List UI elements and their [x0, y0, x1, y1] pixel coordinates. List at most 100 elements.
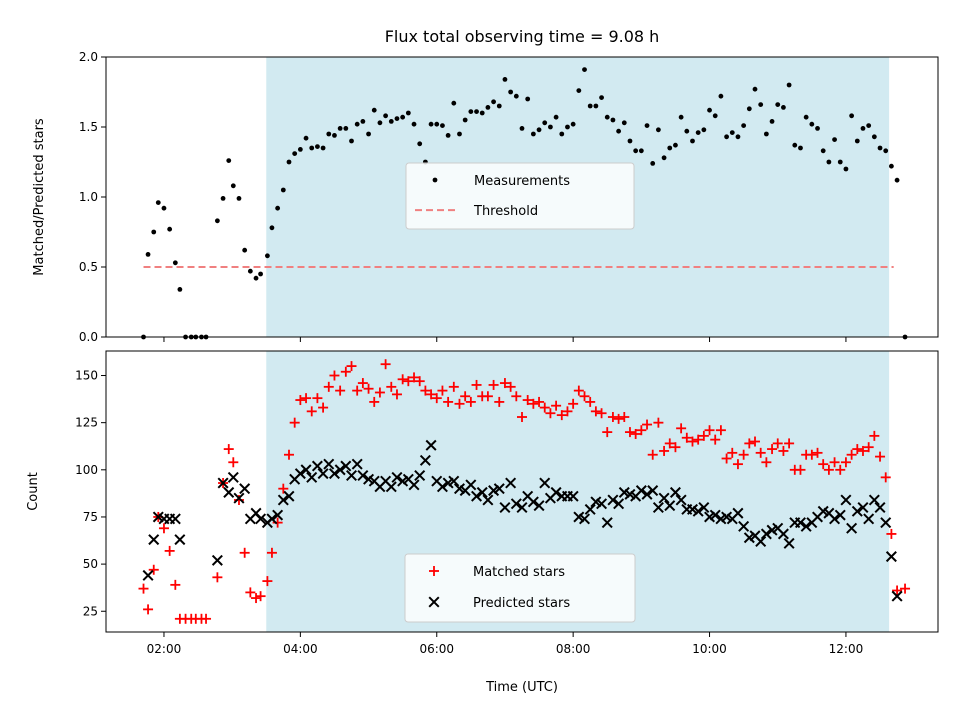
data-point [795, 464, 806, 475]
data-point [610, 117, 616, 123]
data-point [886, 528, 897, 539]
data-point [653, 417, 664, 428]
data-point [772, 438, 783, 449]
data-point [712, 113, 718, 119]
data-point [233, 492, 245, 504]
data-point [493, 483, 505, 495]
x-tick-label: 08:00 [556, 642, 591, 656]
data-point [172, 260, 178, 266]
series-measurements [141, 67, 908, 340]
data-point [499, 502, 511, 514]
data-point [496, 103, 502, 109]
data-point [621, 120, 627, 126]
data-point [636, 425, 647, 436]
data-point [255, 513, 267, 525]
data-point [320, 145, 326, 151]
data-point [174, 534, 186, 546]
data-point [812, 447, 823, 458]
data-point [354, 121, 360, 127]
data-point [550, 486, 562, 498]
y-tick-label: 75 [83, 510, 98, 524]
data-point [272, 517, 283, 528]
count-panel: 25 50 75 100 125 150 02:00 04:00 06:00 08:00 10:00… [26, 350, 939, 656]
data-point [832, 137, 837, 143]
data-point [262, 576, 273, 587]
data-point [471, 490, 483, 502]
data-point [820, 148, 826, 154]
data-point [494, 396, 505, 407]
data-point [576, 88, 582, 93]
data-point [397, 374, 408, 385]
data-point [516, 502, 528, 514]
data-point [673, 142, 678, 148]
data-point [630, 428, 641, 439]
axes-frame [105, 350, 939, 633]
data-point [482, 391, 493, 402]
data-point [448, 381, 459, 392]
data-point [633, 148, 639, 154]
legend-marker [429, 566, 439, 576]
data-point [272, 509, 284, 521]
x-tick-label: 02:00 [147, 642, 182, 656]
data-point [301, 393, 312, 404]
data-point [650, 161, 656, 166]
y-tick-label: 150 [75, 369, 98, 383]
data-point [436, 481, 448, 493]
data-point [655, 127, 661, 133]
data-point [684, 128, 690, 134]
data-point [230, 183, 236, 189]
data-point [275, 205, 281, 211]
data-point [669, 486, 681, 498]
data-point [750, 436, 761, 447]
data-point [527, 496, 539, 508]
data-point [377, 120, 383, 126]
data-point [784, 438, 795, 449]
data-point [369, 396, 380, 407]
data-point [536, 127, 542, 133]
data-point [732, 507, 744, 519]
data-point [357, 378, 368, 389]
data-point [664, 438, 675, 449]
data-point [794, 517, 806, 529]
data-point [738, 449, 749, 460]
data-point [792, 142, 798, 148]
data-point [258, 271, 263, 277]
data-point [880, 517, 892, 529]
data-point [846, 522, 858, 534]
data-point [692, 505, 704, 517]
data-point [837, 159, 843, 165]
data-point [616, 128, 622, 134]
data-point [419, 454, 431, 466]
data-point [644, 123, 650, 128]
data-point [300, 464, 312, 476]
series-matched-stars [138, 359, 911, 624]
data-point [530, 131, 536, 137]
data-point [374, 387, 385, 398]
data-point [892, 585, 903, 596]
data-point [582, 67, 587, 72]
data-point [329, 370, 340, 381]
data-point [525, 96, 531, 102]
data-point [148, 564, 159, 575]
data-point [385, 481, 397, 493]
data-point [457, 131, 462, 137]
data-point [781, 105, 786, 110]
data-point [570, 121, 576, 127]
data-point [312, 393, 323, 404]
data-point [167, 226, 173, 232]
data-point [676, 423, 687, 434]
data-point [460, 391, 471, 402]
data-point [681, 432, 692, 443]
data-point [138, 583, 149, 594]
data-point [420, 385, 431, 396]
data-point [306, 406, 317, 417]
data-point [778, 445, 789, 456]
data-point [871, 134, 877, 140]
data-point [409, 372, 420, 383]
data-point [220, 196, 226, 201]
data-point [809, 121, 815, 127]
data-point [584, 503, 596, 515]
data-point [815, 125, 820, 131]
data-point [539, 477, 551, 489]
data-point [233, 494, 244, 505]
